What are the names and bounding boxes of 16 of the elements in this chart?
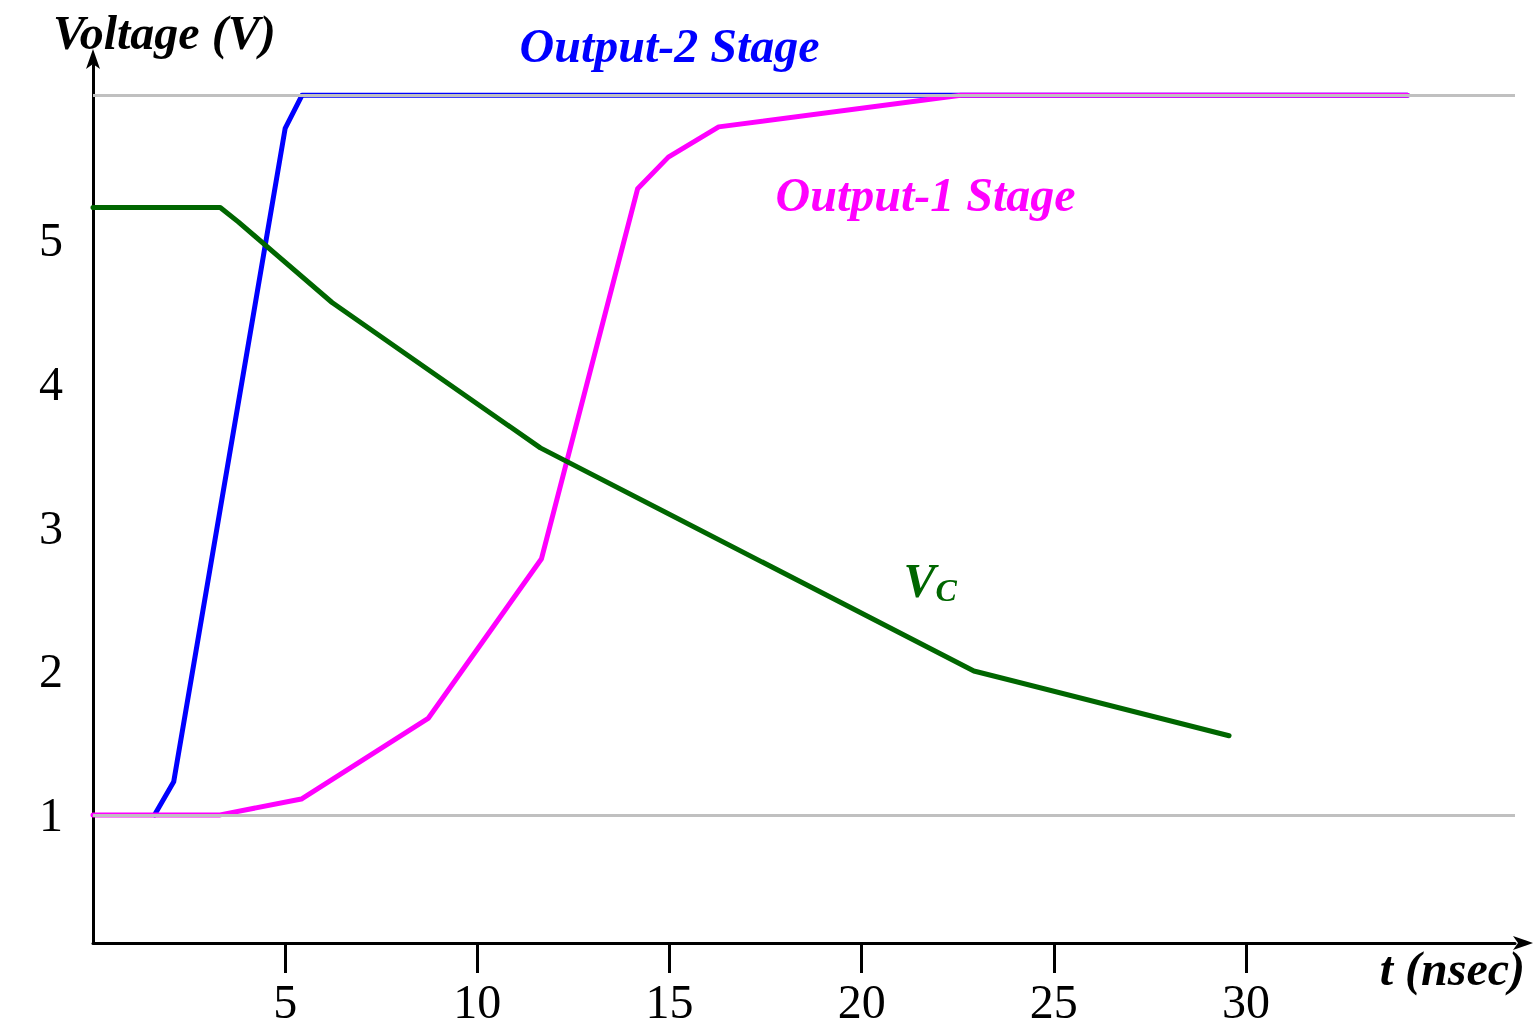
- y-tick-label: 1: [39, 788, 63, 842]
- series-label: Output-1 Stage: [775, 167, 1076, 221]
- x-tick-label: 30: [1221, 974, 1270, 1028]
- y-tick-label: 5: [39, 212, 63, 266]
- y-axis-title: Voltage (V): [53, 5, 276, 60]
- x-tick-label: 25: [1029, 974, 1078, 1028]
- y-tick-label: 2: [39, 644, 63, 698]
- y-tick-label: 4: [39, 356, 63, 410]
- x-tick-label: 20: [837, 974, 886, 1028]
- x-tick-label: 15: [645, 974, 694, 1028]
- y-tick-label: 3: [39, 500, 63, 554]
- series-label: Output-2 Stage: [519, 18, 820, 72]
- series-label: VC: [903, 554, 958, 608]
- x-tick-label: 10: [453, 974, 502, 1028]
- x-tick-label: 5: [273, 974, 298, 1028]
- x-axis-title: t (nsec): [1379, 941, 1526, 996]
